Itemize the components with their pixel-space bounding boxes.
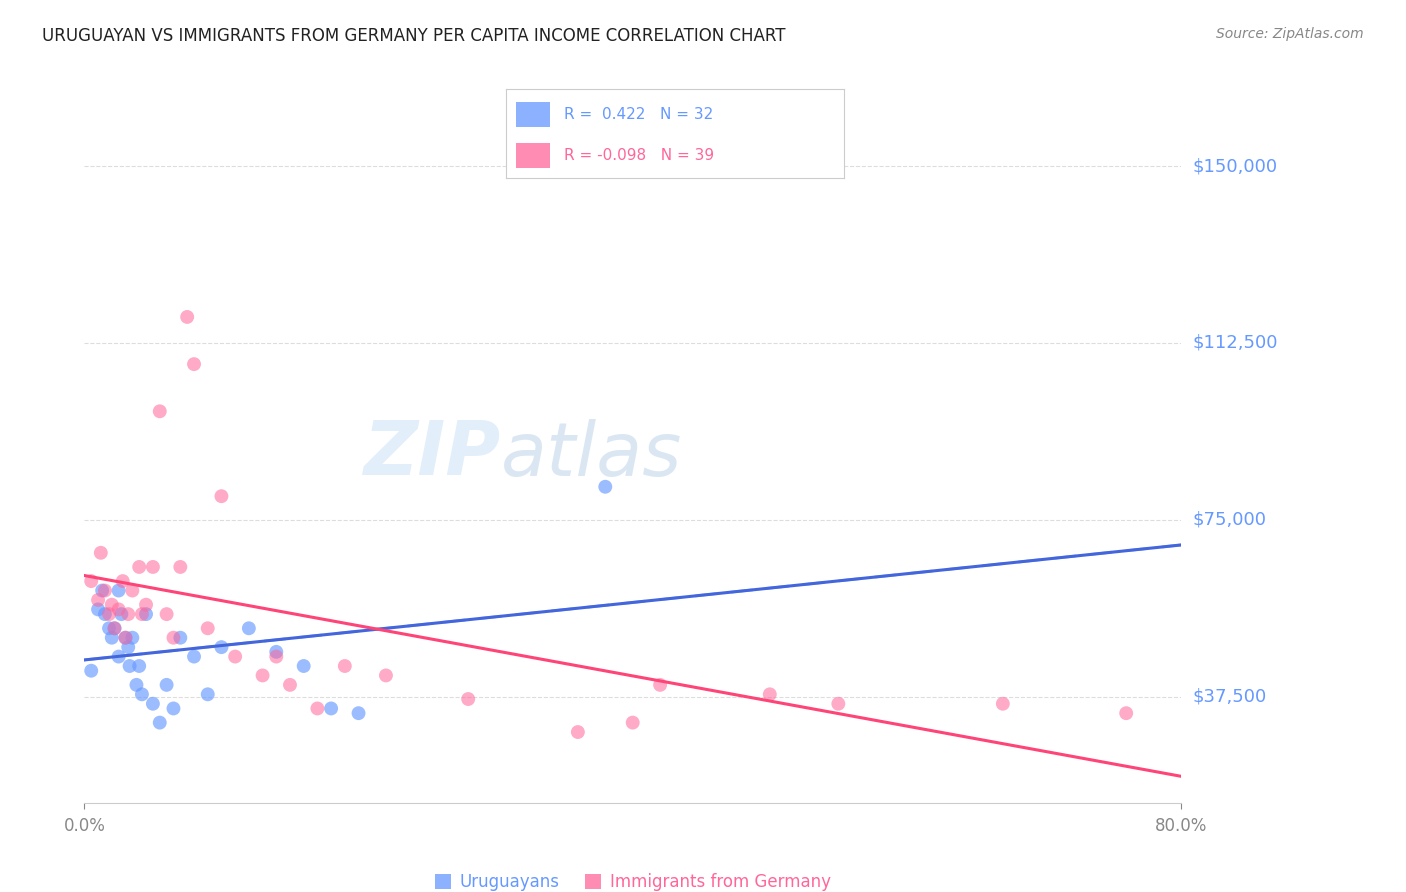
Text: ZIP: ZIP: [364, 418, 501, 491]
Point: [292, 659, 315, 673]
Point: [197, 687, 219, 701]
Point: [266, 645, 288, 659]
Point: [118, 659, 141, 673]
Point: [307, 701, 329, 715]
Point: [131, 607, 153, 621]
Point: [197, 621, 219, 635]
Point: [94, 607, 117, 621]
Point: [87, 602, 110, 616]
Point: [128, 560, 150, 574]
Point: [91, 583, 114, 598]
Point: [321, 701, 343, 715]
Point: [176, 310, 198, 324]
Point: [238, 621, 260, 635]
Text: $150,000: $150,000: [1192, 157, 1277, 175]
Point: [107, 602, 129, 616]
Point: [595, 480, 617, 494]
Point: [278, 678, 301, 692]
Point: [162, 701, 184, 715]
Point: [98, 621, 121, 635]
Point: [621, 715, 644, 730]
Point: [266, 649, 288, 664]
Point: [87, 593, 110, 607]
Point: [107, 583, 129, 598]
Text: $37,500: $37,500: [1192, 688, 1267, 706]
Point: [827, 697, 849, 711]
Text: $75,000: $75,000: [1192, 511, 1267, 529]
Point: [128, 659, 150, 673]
Point: [101, 631, 124, 645]
Point: [156, 678, 179, 692]
FancyBboxPatch shape: [516, 102, 550, 127]
Point: [117, 640, 139, 654]
Point: [162, 631, 184, 645]
Text: atlas: atlas: [501, 419, 682, 491]
Point: [149, 715, 172, 730]
Point: [457, 692, 479, 706]
Point: [142, 560, 165, 574]
Point: [183, 357, 205, 371]
Text: R =  0.422   N = 32: R = 0.422 N = 32: [564, 107, 713, 121]
Point: [131, 687, 153, 701]
Point: [121, 631, 143, 645]
Text: URUGUAYAN VS IMMIGRANTS FROM GERMANY PER CAPITA INCOME CORRELATION CHART: URUGUAYAN VS IMMIGRANTS FROM GERMANY PER…: [42, 27, 786, 45]
Point: [759, 687, 782, 701]
Point: [347, 706, 370, 721]
Point: [650, 678, 672, 692]
Point: [211, 489, 233, 503]
Text: Source: ZipAtlas.com: Source: ZipAtlas.com: [1216, 27, 1364, 41]
Text: R = -0.098   N = 39: R = -0.098 N = 39: [564, 148, 714, 162]
Point: [117, 607, 139, 621]
Point: [103, 621, 125, 635]
Point: [567, 725, 589, 739]
Point: [252, 668, 274, 682]
Legend: Uruguayans, Immigrants from Germany: Uruguayans, Immigrants from Germany: [427, 867, 838, 892]
Point: [142, 697, 165, 711]
Point: [110, 607, 132, 621]
Text: $112,500: $112,500: [1192, 334, 1278, 351]
FancyBboxPatch shape: [516, 143, 550, 168]
Point: [224, 649, 246, 664]
Point: [80, 664, 103, 678]
Point: [114, 631, 136, 645]
Point: [114, 631, 136, 645]
Point: [103, 621, 125, 635]
Point: [169, 631, 191, 645]
Point: [333, 659, 356, 673]
Point: [375, 668, 398, 682]
Point: [121, 583, 143, 598]
Point: [1115, 706, 1137, 721]
Point: [111, 574, 134, 588]
Point: [156, 607, 179, 621]
Point: [169, 560, 191, 574]
Point: [90, 546, 112, 560]
Point: [991, 697, 1014, 711]
Point: [107, 649, 129, 664]
Point: [98, 607, 121, 621]
Point: [125, 678, 148, 692]
Point: [101, 598, 124, 612]
Point: [94, 583, 117, 598]
Point: [135, 598, 157, 612]
Point: [135, 607, 157, 621]
Point: [80, 574, 103, 588]
Point: [211, 640, 233, 654]
Point: [183, 649, 205, 664]
Point: [149, 404, 172, 418]
